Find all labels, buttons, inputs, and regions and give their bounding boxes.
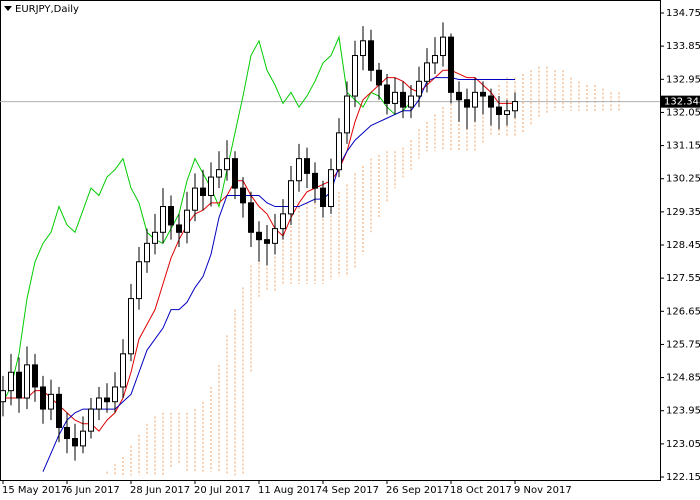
candle-body: [384, 84, 390, 104]
candle-body: [464, 99, 470, 108]
candle-body: [416, 80, 422, 97]
candle-body: [488, 95, 494, 108]
candle-body: [56, 393, 62, 428]
candle-body: [232, 158, 238, 189]
y-tick-label: 134.755: [666, 8, 700, 19]
x-tick-label: 28 Jun 2017: [130, 485, 190, 496]
candle-body: [128, 298, 134, 355]
candle-body: [8, 371, 14, 392]
candle-body: [424, 62, 430, 82]
title-arrow: [4, 6, 12, 11]
candle-body: [368, 40, 374, 71]
candle-body: [288, 180, 294, 215]
x-tick-label: 4 Sep 2017: [322, 485, 379, 496]
y-tick-label: 132.955: [666, 74, 700, 85]
x-tick-label: 9 Nov 2017: [514, 485, 572, 496]
candle-body: [200, 187, 206, 196]
candle-body: [512, 101, 518, 112]
candle-body: [360, 40, 366, 57]
candle-body: [144, 242, 150, 263]
x-tick-label: 18 Oct 2017: [450, 485, 512, 496]
y-tick-label: 123.955: [666, 406, 700, 417]
candle-body: [40, 386, 46, 410]
indicator-line: [2, 35, 412, 402]
candle-body: [376, 69, 382, 86]
candle-body: [264, 239, 270, 244]
indicator-line: [42, 77, 515, 472]
candle-body: [184, 209, 190, 233]
candle-body: [280, 213, 286, 230]
candle-body: [344, 95, 350, 134]
candle-body: [296, 158, 302, 182]
candle-body: [32, 364, 38, 388]
candle-body: [328, 169, 334, 208]
candle-body: [104, 397, 110, 403]
candle-body: [240, 187, 246, 204]
candle-body: [352, 55, 358, 97]
candle-body: [208, 176, 214, 196]
candle-body: [496, 106, 502, 115]
candle-body: [152, 231, 158, 244]
candle-body: [224, 158, 230, 171]
candle-body: [120, 353, 126, 388]
candle-body: [440, 36, 446, 57]
y-tick-label: 123.055: [666, 439, 700, 450]
candle-body: [88, 408, 94, 432]
candle-body: [432, 55, 438, 64]
y-tick-label: 129.355: [666, 207, 700, 218]
y-tick-label: 128.455: [666, 240, 700, 251]
candle-body: [24, 364, 30, 399]
candle-body: [400, 91, 406, 108]
candle-body: [448, 36, 454, 93]
candle-body: [96, 397, 102, 410]
candle-body: [272, 228, 278, 244]
y-tick-label: 125.755: [666, 339, 700, 350]
candle-body: [256, 231, 262, 241]
candle-body: [48, 393, 54, 410]
candle-body: [248, 202, 254, 233]
candle-body: [160, 206, 166, 233]
candle-body: [336, 132, 342, 171]
candle-body: [480, 91, 486, 97]
candle-body: [392, 91, 398, 104]
candle-body: [64, 426, 70, 440]
candle-body: [472, 91, 478, 108]
candle-body: [408, 95, 414, 108]
candle-body: [112, 386, 118, 403]
x-tick-label: 26 Sep 2017: [386, 485, 449, 496]
x-tick-label: 15 May 2017: [2, 485, 67, 496]
y-tick-label: 132.055: [666, 107, 700, 118]
x-tick-label: 20 Jul 2017: [194, 485, 251, 496]
candle-body: [16, 371, 22, 399]
candle-body: [80, 430, 86, 447]
y-tick-label: 127.555: [666, 273, 700, 284]
candle-body: [0, 390, 6, 403]
y-tick-label: 122.155: [666, 472, 700, 483]
candle-body: [312, 172, 318, 189]
x-tick-label: 6 Jun 2017: [66, 485, 120, 496]
x-tick-label: 11 Aug 2017: [258, 485, 322, 496]
plot-frame: [0, 0, 661, 481]
candle-body: [320, 187, 326, 208]
candle-body: [504, 110, 510, 115]
price-label: 132.348: [664, 97, 700, 108]
y-tick-label: 126.655: [666, 306, 700, 317]
candle-body: [72, 438, 78, 447]
y-tick-label: 133.855: [666, 41, 700, 52]
chart-title: EURJPY,Daily: [15, 4, 79, 15]
candle-body: [304, 158, 310, 174]
y-tick-label: 124.855: [666, 373, 700, 384]
candle-body: [216, 169, 222, 178]
candle-body: [168, 206, 174, 226]
candle-body: [456, 91, 462, 101]
candle-body: [136, 261, 142, 300]
y-tick-label: 131.155: [666, 141, 700, 152]
y-tick-label: 130.255: [666, 174, 700, 185]
candle-body: [192, 187, 198, 211]
candle-body: [176, 224, 182, 233]
price-label-box: [661, 95, 700, 108]
